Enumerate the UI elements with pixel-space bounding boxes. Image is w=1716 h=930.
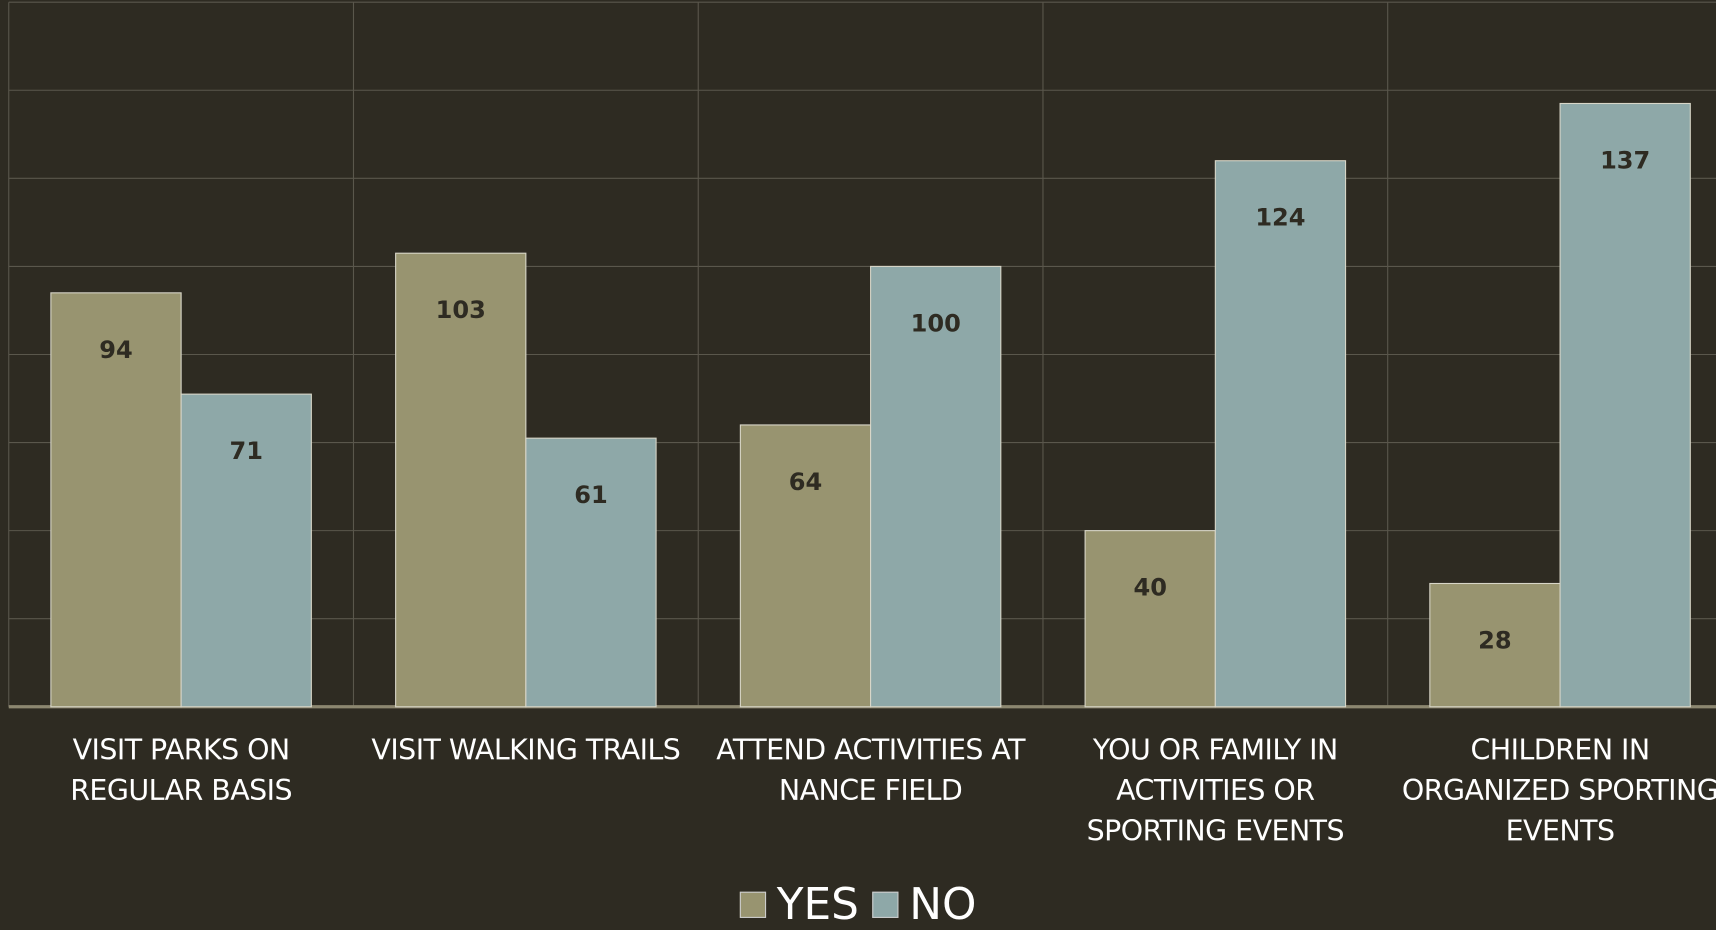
bar <box>50 292 182 708</box>
data-label: 64 <box>789 468 823 496</box>
bar <box>870 265 1002 708</box>
bar <box>395 252 527 708</box>
data-label: 103 <box>436 296 486 324</box>
legend-item: NO <box>872 880 976 930</box>
data-label: 94 <box>99 336 133 364</box>
data-label: 100 <box>911 309 961 337</box>
legend-item: YES <box>739 879 859 930</box>
bar <box>180 393 312 708</box>
x-tick-label: ATTEND ACTIVITIES AT NANCE FIELD <box>716 734 1025 808</box>
legend-swatch <box>739 891 766 918</box>
bar <box>739 424 872 708</box>
data-label: 137 <box>1600 146 1650 174</box>
x-tick-label: VISIT WALKING TRAILS <box>371 734 681 767</box>
bar <box>1429 582 1561 708</box>
x-tick-label: YOU OR FAMILY IN ACTIVITIES OR SPORTING … <box>1086 734 1345 848</box>
legend-swatch <box>872 891 899 918</box>
x-tick-label: VISIT PARKS ON REGULAR BASIS <box>70 734 293 808</box>
bar <box>1084 530 1216 708</box>
x-tick-label: CHILDREN IN ORGANIZED SPORTING EVENTS <box>1401 734 1716 848</box>
bar <box>1559 102 1691 708</box>
bar <box>1214 160 1347 708</box>
data-label: 61 <box>574 481 608 509</box>
data-label: 28 <box>1478 626 1512 654</box>
legend: YES NO <box>0 879 1716 930</box>
data-label: 124 <box>1255 204 1305 232</box>
data-label: 40 <box>1133 574 1167 602</box>
legend-label: NO <box>909 879 977 930</box>
data-label: 71 <box>229 437 263 465</box>
legend-label: YES <box>776 879 859 930</box>
bar <box>525 437 657 708</box>
